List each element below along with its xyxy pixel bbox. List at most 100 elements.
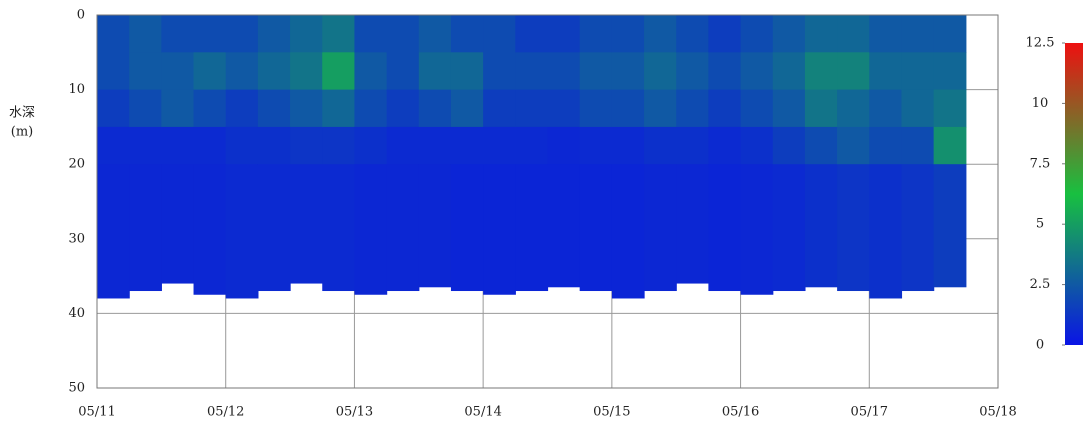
heatmap-cell (290, 164, 323, 284)
x-tick-label: 05/18 (979, 405, 1016, 420)
heatmap-cell (322, 52, 356, 91)
heatmap (96, 14, 999, 389)
heatmap-cell (869, 164, 903, 299)
heatmap-cell (483, 164, 516, 295)
heatmap-cell (644, 126, 677, 165)
heatmap-cell (161, 126, 195, 165)
heatmap-cell (418, 164, 452, 288)
colorbar-tick-label: 0 (1036, 338, 1044, 353)
heatmap-cell (129, 15, 162, 53)
heatmap-cell (772, 52, 806, 91)
heatmap-cell (515, 52, 549, 91)
heatmap-cell (804, 52, 838, 91)
heatmap-cell (740, 15, 774, 53)
heatmap-cell (933, 15, 967, 53)
heatmap-cell (450, 164, 484, 292)
heatmap-cell (257, 89, 291, 128)
heatmap-cell (290, 89, 323, 128)
heatmap-cell (161, 15, 195, 53)
x-tick-label: 05/13 (336, 405, 373, 420)
heatmap-cell (901, 164, 935, 292)
heatmap-cell (290, 126, 323, 165)
heatmap-cell (483, 126, 516, 165)
heatmap-cell (547, 126, 581, 165)
heatmap-cell (708, 15, 742, 53)
plot-frame (96, 14, 999, 389)
heatmap-cell (547, 52, 581, 91)
heatmap-cell (129, 89, 162, 128)
heatmap-cell (933, 126, 967, 165)
heatmap-cell (869, 52, 903, 91)
heatmap-cell (161, 164, 195, 284)
heatmap-cell (354, 15, 388, 53)
heatmap-cell (161, 52, 195, 91)
heatmap-cell (740, 52, 774, 91)
heatmap-cell (193, 89, 227, 128)
heatmap-cell (418, 52, 452, 91)
heatmap-cell (740, 164, 774, 295)
heatmap-cell (933, 89, 967, 128)
heatmap-cell (676, 126, 709, 165)
heatmap-cell (804, 15, 838, 53)
heatmap-cell (354, 89, 388, 128)
heatmap-cell (97, 52, 130, 91)
heatmap-cell (515, 89, 549, 128)
heatmap-cell (708, 126, 742, 165)
heatmap-cell (354, 164, 388, 295)
heatmap-cell (579, 15, 613, 53)
heatmap-cell (386, 89, 420, 128)
heatmap-cell (579, 164, 613, 292)
heatmap-cell (676, 15, 709, 53)
heatmap-cell (386, 164, 420, 292)
axes (96, 14, 999, 389)
heatmap-cell (354, 126, 388, 165)
heatmap-cell (708, 164, 742, 292)
heatmap-cell (450, 126, 484, 165)
heatmap-cell (193, 52, 227, 91)
heatmap-cell (418, 126, 452, 165)
heatmap-cell (483, 15, 516, 53)
heatmap-cell (837, 89, 870, 128)
heatmap-cell (193, 15, 227, 53)
heatmap-cell (901, 89, 935, 128)
heatmap-cell (515, 15, 549, 53)
x-tick-label: 05/17 (851, 405, 888, 420)
heatmap-cell (869, 89, 903, 128)
heatmap-cell (676, 89, 709, 128)
heatmap-cell (676, 52, 709, 91)
heatmap-cell (772, 126, 806, 165)
heatmap-cell (804, 164, 838, 288)
heatmap-cell (644, 89, 677, 128)
heatmap-cell (933, 52, 967, 91)
heatmap-cell (386, 15, 420, 53)
heatmap-cell (418, 89, 452, 128)
y-tick-label: 0 (77, 8, 85, 23)
x-tick-label: 05/11 (78, 405, 115, 420)
y-axis-label: (m) (11, 125, 33, 140)
heatmap-cell (193, 164, 227, 295)
heatmap-cell (225, 89, 259, 128)
heatmap-cell (547, 164, 581, 288)
heatmap-cell (129, 126, 162, 165)
heatmap-cell (611, 164, 645, 299)
heatmap-cell (129, 52, 162, 91)
x-tick-label: 05/12 (207, 405, 244, 420)
heatmap-cell (161, 89, 195, 128)
heatmap-cell (804, 126, 838, 165)
heatmap-cell (901, 15, 935, 53)
heatmap-cell (740, 89, 774, 128)
heatmap-cell (644, 52, 677, 91)
heatmap-cell (193, 126, 227, 165)
heatmap-cell (740, 126, 774, 165)
colorbar-tick-label: 12.5 (1026, 36, 1055, 51)
heatmap-cell (225, 164, 259, 299)
heatmap-cell (644, 164, 677, 292)
heatmap-cell (97, 15, 130, 53)
heatmap-cell (257, 164, 291, 292)
heatmap-cell (322, 126, 356, 165)
heatmap-cell (837, 126, 870, 165)
y-tick-label: 10 (68, 82, 85, 97)
x-tick-label: 05/16 (722, 405, 759, 420)
heatmap-cell (386, 52, 420, 91)
